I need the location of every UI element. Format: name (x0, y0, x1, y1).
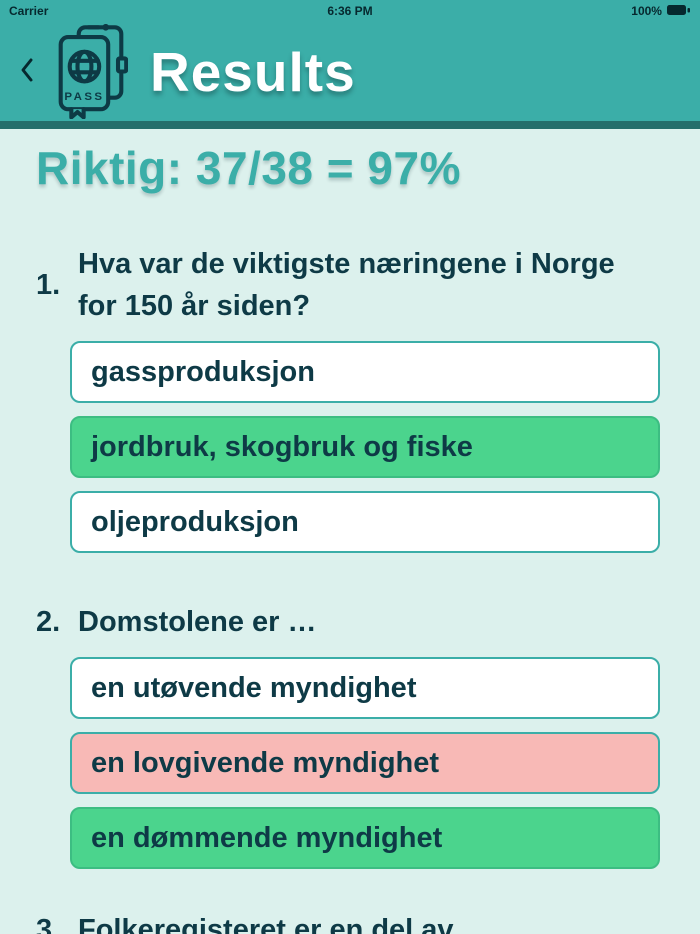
carrier-label: Carrier (9, 4, 49, 18)
chevron-left-icon (19, 57, 34, 86)
answer-option: oljeproduksjon (70, 491, 660, 554)
score-summary: Riktig: 37/38 = 97% (36, 142, 461, 194)
back-button[interactable] (10, 48, 42, 96)
answer-list: en utøvende myndighet en lovgivende mynd… (70, 657, 660, 870)
answer-option-incorrect: en lovgivende myndighet (70, 732, 660, 795)
results-scroll-area[interactable]: Riktig: 37/38 = 97% 1. Hva var de viktig… (0, 129, 700, 934)
question-number: 3. (36, 914, 61, 934)
clock-label: 6:36 PM (327, 4, 373, 18)
header: PASS Results (0, 22, 700, 129)
answer-option: gassproduksjon (70, 341, 660, 404)
svg-text:PASS: PASS (64, 91, 104, 103)
question-3: 3. Folkeregisteret er en del av … (36, 909, 660, 934)
question-1: 1. Hva var de viktigste næringene i Norg… (36, 243, 660, 554)
status-bar: Carrier 6:36 PM 100% (0, 0, 700, 22)
question-text: Domstolene er … (78, 606, 317, 639)
question-text: Hva var de viktigste næringene i Norge f… (78, 248, 615, 323)
answer-option: en utøvende myndighet (70, 657, 660, 720)
page-title: Results (150, 40, 356, 103)
passport-icon: PASS (54, 23, 129, 124)
question-2: 2. Domstolene er … en utøvende myndighet… (36, 601, 660, 870)
question-text: Folkeregisteret er en del av … (78, 914, 491, 934)
answer-list: gassproduksjon jordbruk, skogbruk og fis… (70, 341, 660, 554)
answer-option-correct: jordbruk, skogbruk og fiske (70, 416, 660, 479)
battery-full-icon (666, 4, 691, 19)
answer-option-correct: en dømmende myndighet (70, 807, 660, 870)
question-number: 1. (36, 269, 61, 302)
battery-percent-label: 100% (631, 4, 662, 18)
question-number: 2. (36, 606, 61, 639)
